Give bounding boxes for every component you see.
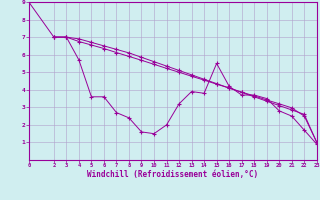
X-axis label: Windchill (Refroidissement éolien,°C): Windchill (Refroidissement éolien,°C) <box>87 170 258 179</box>
